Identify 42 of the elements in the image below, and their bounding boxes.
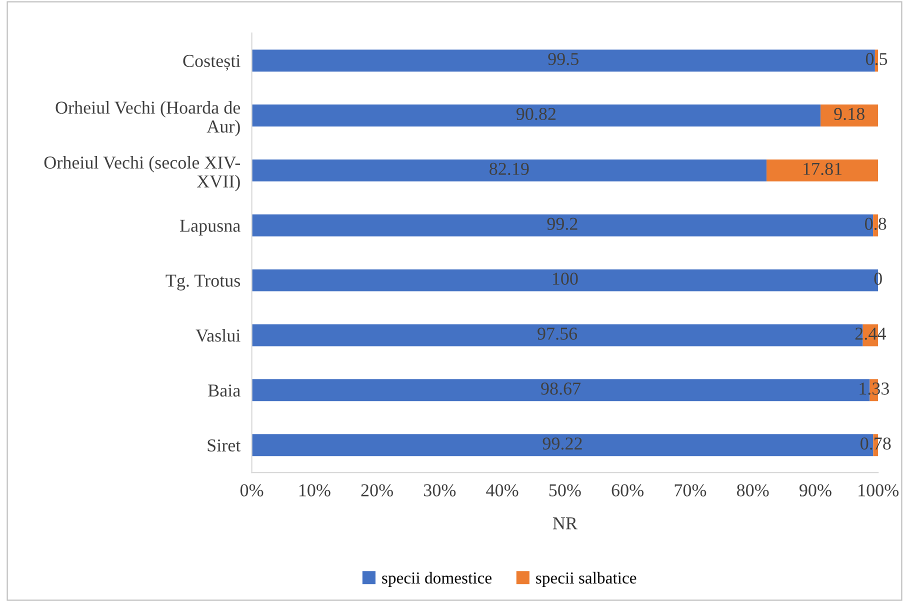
x-tick-label: 90% bbox=[799, 484, 832, 496]
data-label: 90.82 bbox=[516, 108, 556, 120]
data-label: 9.18 bbox=[834, 108, 864, 120]
data-label: 98.67 bbox=[541, 382, 581, 395]
data-label: 0.78 bbox=[860, 437, 891, 450]
x-tick-label: 10% bbox=[299, 484, 330, 496]
x-tick-label: 20% bbox=[361, 484, 393, 496]
x-tick-label: 50% bbox=[549, 484, 581, 496]
data-label: 2.44 bbox=[855, 328, 886, 340]
data-label: 99.22 bbox=[542, 437, 582, 450]
x-tick-label: 70% bbox=[674, 484, 706, 496]
data-label: 99.5 bbox=[548, 52, 578, 66]
data-label: 17.81 bbox=[804, 162, 842, 176]
legend-label: specii domestice bbox=[382, 572, 492, 587]
y-tick-label: Orheiul Vechi (Hoarda de Aur) bbox=[56, 101, 240, 136]
y-tick-label: Lapusna bbox=[180, 220, 240, 236]
x-tick-label: 0% bbox=[240, 484, 264, 496]
bar bbox=[252, 159, 767, 182]
data-label: 82.19 bbox=[490, 162, 529, 176]
data-label: 97.56 bbox=[538, 328, 578, 340]
x-tick-label: 80% bbox=[736, 484, 769, 496]
bar bbox=[766, 159, 878, 182]
data-label: 1.33 bbox=[860, 382, 890, 395]
x-tick-label: 60% bbox=[612, 484, 644, 496]
y-tick-label: Tg. Trotus bbox=[166, 274, 240, 290]
y-tick-label: Siret bbox=[208, 439, 241, 452]
x-tick-label: 100% bbox=[858, 484, 899, 496]
x-axis-title: NR bbox=[552, 517, 578, 530]
legend-label: specii salbatice bbox=[536, 572, 636, 587]
data-label: 0.8 bbox=[864, 218, 886, 230]
bar bbox=[820, 104, 878, 126]
y-tick-label: Baia bbox=[208, 384, 240, 397]
y-tick-label: Orheiul Vechi (secole XIV- XVII) bbox=[44, 156, 240, 192]
bar bbox=[252, 104, 821, 126]
data-label: 0 bbox=[874, 272, 882, 285]
data-label: 100 bbox=[552, 272, 578, 285]
data-label: 99.2 bbox=[547, 218, 578, 230]
data-label: 0.5 bbox=[866, 52, 888, 66]
x-tick-label: 40% bbox=[486, 484, 518, 496]
x-tick-label: 30% bbox=[424, 484, 456, 496]
y-tick-label: Costești bbox=[183, 54, 240, 71]
y-tick-label: Vaslui bbox=[196, 328, 240, 342]
